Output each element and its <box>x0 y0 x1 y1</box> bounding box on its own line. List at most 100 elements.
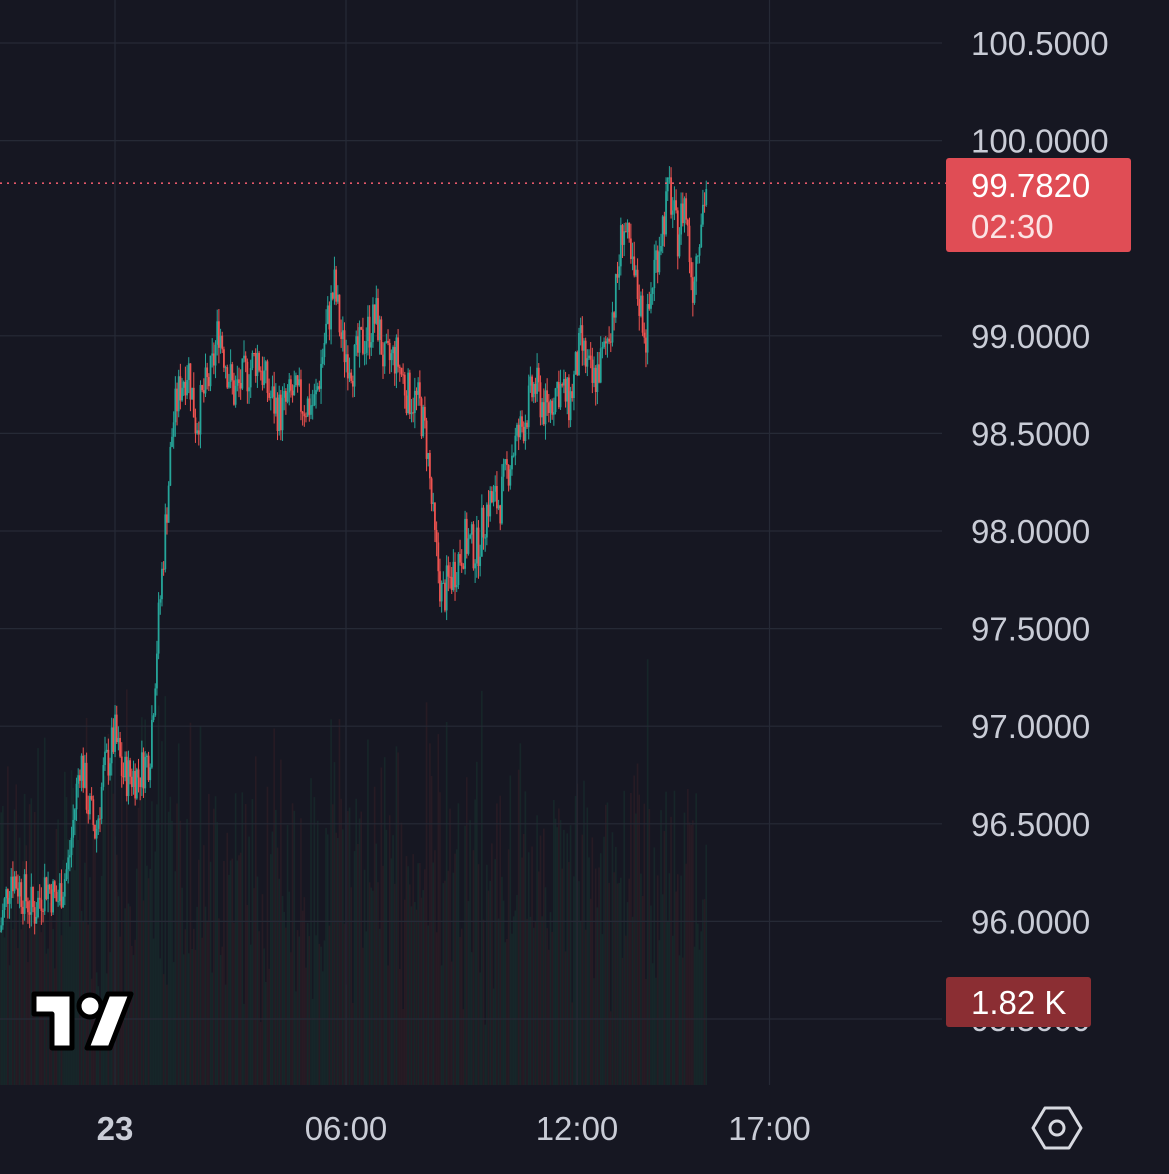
volume-bar <box>595 869 597 1085</box>
volume-bar <box>2 806 4 1085</box>
candle-body <box>136 769 138 798</box>
volume-bar <box>426 702 428 1085</box>
volume-bar <box>352 1003 354 1085</box>
volume-bar <box>699 950 701 1085</box>
candle-body <box>362 330 364 354</box>
candle-body <box>427 453 429 459</box>
volume-bar <box>339 719 341 1085</box>
volume-bar <box>369 882 371 1085</box>
candle-countdown: 02:30 <box>971 208 1054 245</box>
candle-body <box>416 391 418 395</box>
volume-bar <box>704 899 706 1085</box>
volume-bar <box>330 719 332 1085</box>
candle-body <box>56 892 58 902</box>
candle-body <box>454 562 456 587</box>
volume-bar <box>469 820 471 1085</box>
volume-bar <box>659 940 661 1085</box>
candle-body <box>315 390 317 394</box>
volume-bar <box>520 743 522 1085</box>
volume-bar <box>365 931 367 1085</box>
volume-bar <box>327 834 329 1085</box>
candle-body <box>57 901 59 902</box>
volume-bar <box>347 811 349 1085</box>
volume-bar <box>14 809 16 1085</box>
candle-body <box>54 881 56 892</box>
candle-body <box>481 508 483 557</box>
candle-body <box>144 757 146 788</box>
volume-bar <box>176 803 178 1085</box>
volume-bar <box>518 770 520 1085</box>
volume-bar <box>196 907 198 1085</box>
volume-bar <box>225 985 227 1085</box>
volume-bar <box>394 884 396 1085</box>
candle-body <box>476 528 478 564</box>
volume-bar <box>15 784 17 1085</box>
volume-bar <box>632 917 634 1085</box>
candle-body <box>541 402 543 417</box>
volume-bar <box>677 874 679 1085</box>
volume-bar <box>285 928 287 1085</box>
candle-body <box>436 530 438 542</box>
volume-bar <box>180 821 182 1085</box>
candle-body <box>635 270 637 276</box>
volume-bar <box>488 891 490 1085</box>
candle-body <box>471 524 473 534</box>
candle-body <box>617 274 619 278</box>
candle-body <box>677 210 679 256</box>
volume-bar <box>685 864 687 1085</box>
volume-bar <box>231 859 233 1085</box>
candle-body <box>585 341 587 367</box>
volume-bar <box>526 919 528 1085</box>
candle-body <box>578 333 580 375</box>
candle-body <box>630 238 632 259</box>
candle-body <box>602 347 604 348</box>
candle-body <box>474 563 476 568</box>
candle-body <box>265 361 267 370</box>
candle-body <box>540 382 542 417</box>
candle-body <box>307 399 309 417</box>
candle-body <box>526 423 528 427</box>
volume-bar <box>654 847 656 1085</box>
candle-body <box>674 200 676 210</box>
candle-body <box>206 367 208 377</box>
volume-bar <box>553 800 555 1085</box>
candle-body <box>334 270 336 299</box>
volume-bar <box>419 863 421 1085</box>
volume-bar <box>481 691 483 1085</box>
volume-bar <box>582 835 584 1085</box>
candle-body <box>173 422 175 436</box>
volume-bar <box>473 850 475 1085</box>
volume-bar <box>597 907 599 1085</box>
volume-badge-value: 1.82 K <box>971 984 1066 1021</box>
candle-body <box>375 298 377 324</box>
candle-body <box>442 583 444 584</box>
candle-body <box>478 528 480 566</box>
volume-bar <box>489 881 491 1085</box>
volume-bar <box>556 827 558 1085</box>
candle-body <box>330 293 332 330</box>
chart-settings-button[interactable] <box>1030 1104 1084 1152</box>
candle-body <box>600 348 602 382</box>
volume-bar <box>340 799 342 1085</box>
volume-bar <box>278 879 280 1085</box>
candle-body <box>161 569 163 599</box>
candle-body <box>345 354 347 362</box>
candle-body <box>437 542 439 571</box>
candle-body <box>200 385 202 434</box>
volume-bar <box>193 929 195 1085</box>
volume-bar <box>307 923 309 1085</box>
candle-body <box>303 414 305 417</box>
volume-bar <box>468 901 470 1085</box>
candle-body <box>171 437 173 447</box>
candle-body <box>295 375 297 385</box>
candle-body <box>446 565 448 610</box>
volume-bar <box>293 811 295 1085</box>
volume-bar <box>511 934 513 1085</box>
candle-body <box>627 223 629 232</box>
volume-bar <box>350 887 352 1085</box>
volume-bar <box>396 746 398 1085</box>
volume-bar <box>441 965 443 1085</box>
